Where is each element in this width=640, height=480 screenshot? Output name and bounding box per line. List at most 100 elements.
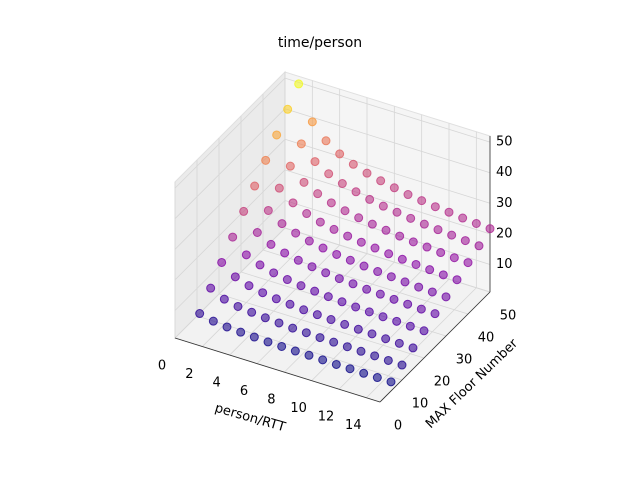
point (441, 292, 451, 302)
axis-line (174, 337, 381, 403)
point (304, 236, 314, 246)
grid-line (284, 169, 491, 235)
point (378, 201, 388, 211)
point (219, 294, 229, 304)
point (362, 284, 372, 294)
point (408, 237, 418, 247)
point (348, 159, 358, 169)
point (403, 190, 413, 200)
point (266, 239, 276, 249)
point (263, 205, 273, 215)
point (397, 254, 407, 264)
point (444, 207, 454, 217)
point (301, 328, 311, 338)
point (272, 130, 282, 140)
z-tick-label: 40 (496, 165, 513, 180)
point (302, 209, 312, 219)
point (228, 232, 238, 242)
point (395, 231, 405, 241)
point (274, 183, 284, 193)
y-tick-label: 0 (394, 419, 402, 434)
point (351, 187, 361, 197)
point (307, 262, 317, 272)
chart-title: time/person (278, 35, 362, 51)
point (318, 243, 328, 253)
point (239, 206, 249, 216)
point (290, 346, 300, 356)
point (436, 248, 446, 258)
point (433, 225, 443, 235)
point (406, 213, 416, 223)
point (384, 249, 394, 259)
point (364, 307, 374, 317)
point (485, 224, 495, 234)
grid-line (338, 278, 450, 390)
x-tick-label: 8 (267, 393, 275, 408)
point (416, 304, 426, 314)
point (296, 281, 306, 291)
point (249, 332, 259, 342)
x-tick-label: 4 (213, 376, 221, 391)
point (430, 202, 440, 212)
point (236, 327, 246, 337)
point (376, 176, 386, 186)
point (419, 326, 429, 336)
y-tick-label: 50 (500, 309, 517, 324)
point (310, 157, 320, 167)
point (329, 337, 339, 347)
point (381, 334, 391, 344)
point (241, 250, 251, 260)
point (315, 217, 325, 227)
point (354, 213, 364, 223)
point (274, 318, 284, 328)
grid-line (366, 287, 477, 399)
point (258, 288, 268, 298)
point (233, 301, 243, 311)
z-tick-label: 50 (496, 135, 513, 150)
x-tick-label: 14 (345, 418, 362, 433)
point (460, 236, 470, 246)
point (438, 270, 448, 280)
z-tick-label: 30 (496, 196, 513, 211)
point (353, 324, 363, 334)
point (367, 219, 377, 229)
point (394, 338, 404, 348)
point (296, 139, 306, 149)
point (247, 307, 257, 317)
point (386, 272, 396, 282)
point (342, 342, 352, 352)
point (378, 312, 388, 322)
point (422, 242, 432, 252)
point (392, 316, 402, 326)
point (269, 268, 279, 278)
point (332, 249, 342, 259)
grid-line (284, 261, 395, 373)
point (324, 169, 334, 179)
point (463, 258, 473, 268)
point (335, 149, 345, 159)
point (414, 282, 424, 292)
point (403, 299, 413, 309)
point (417, 196, 427, 206)
point (288, 198, 298, 208)
point (310, 286, 320, 296)
point (195, 309, 205, 319)
point (277, 219, 287, 229)
point (449, 253, 459, 263)
x-axis-label: person/RTT (213, 401, 287, 435)
point (383, 355, 393, 365)
point (345, 255, 355, 265)
point (337, 297, 347, 307)
point (217, 257, 227, 267)
point (425, 265, 435, 275)
grid-line (229, 244, 340, 356)
point (323, 292, 333, 302)
point (471, 218, 481, 228)
point (288, 323, 298, 333)
point (260, 313, 270, 323)
z-tick-label: 10 (496, 257, 513, 272)
point (307, 117, 317, 127)
point (271, 294, 281, 304)
x-tick-label: 0 (158, 359, 166, 374)
point (299, 305, 309, 315)
